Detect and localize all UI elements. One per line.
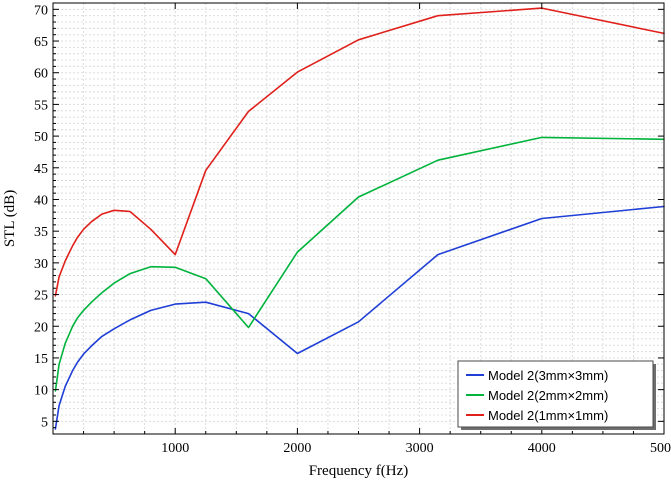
x-axis-ticks: 1000 2000 3000 4000 5000 [83,3,671,456]
x-tick-label: 1000 [161,441,189,456]
legend-items: Model 2(3mm×3mm) Model 2(2mm×2mm) Model 2(… [466,368,608,423]
y-tick-label: 5 [41,415,48,430]
y-tick-label: 45 [34,162,48,177]
y-tick-label: 40 [34,193,48,208]
y-axis-title: STL (dB) [2,190,18,247]
y-tick-label: 65 [34,35,48,50]
legend-box [457,360,654,428]
y-tick-label: 25 [34,289,48,304]
y-tick-label: 35 [34,225,48,240]
series-line-2 [54,136,665,392]
x-tick-label: 4000 [528,441,556,456]
series-line-3 [54,7,665,297]
legend: Model 2(3mm×3mm) Model 2(2mm×2mm) Model 2(… [457,360,656,430]
legend-label-1: Model 2(3mm×3mm) [488,368,608,383]
x-axis-title: Frequency f(Hz) [309,463,409,479]
y-tick-label: 70 [34,3,48,18]
legend-label-2: Model 2(2mm×2mm) [488,388,608,403]
y-tick-label: 55 [34,98,48,113]
y-tick-label: 50 [34,130,48,145]
x-tick-label: 3000 [406,441,434,456]
legend-label-3: Model 2(1mm×1mm) [488,408,608,423]
y-tick-label: 60 [34,67,48,82]
y-axis-ticks: 5 10 15 20 25 30 35 40 45 50 55 60 65 70 [34,3,664,430]
series-lines [54,7,665,430]
x-tick-label: 5000 [650,441,671,456]
series-line-1 [54,205,665,430]
x-tick-label: 2000 [283,441,311,456]
y-tick-label: 30 [34,257,48,272]
y-tick-label: 20 [34,320,48,335]
y-tick-label: 10 [34,384,48,399]
y-tick-label: 15 [34,352,48,367]
